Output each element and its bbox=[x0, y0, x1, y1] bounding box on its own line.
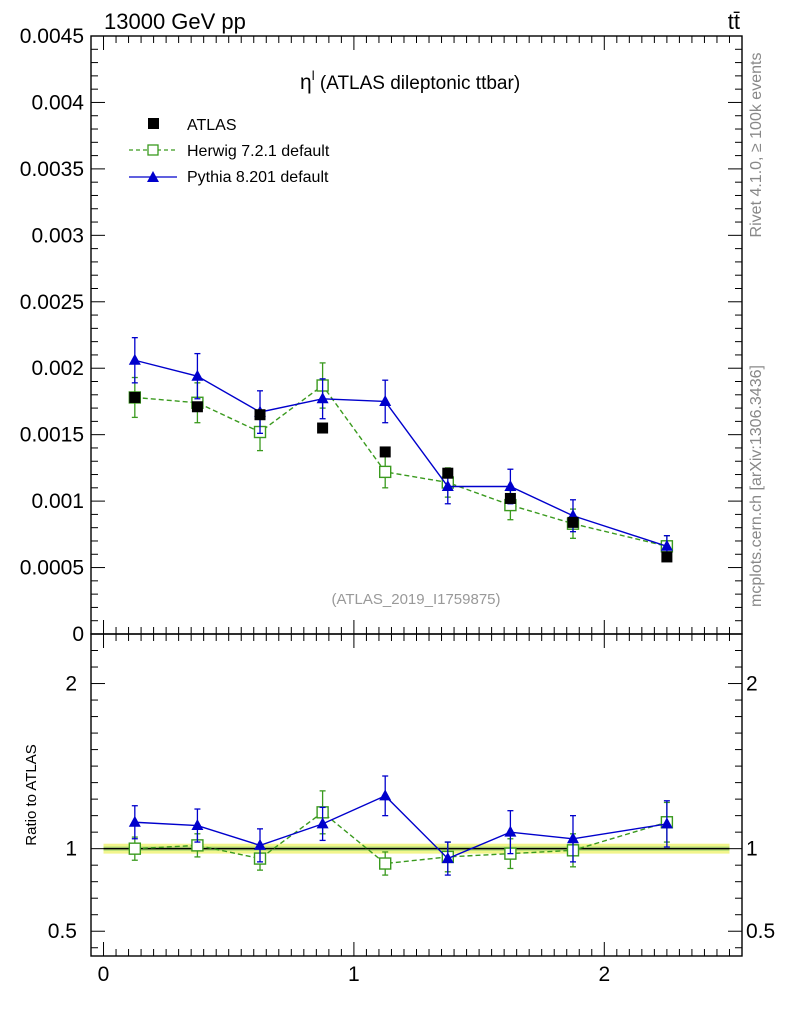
atlas-marker bbox=[379, 446, 391, 458]
y-tick-label: 0.0025 bbox=[20, 291, 84, 314]
legend: ATLAS Herwig 7.2.1 default Pythia 8.201 … bbox=[129, 117, 330, 186]
ratio-frame bbox=[90, 633, 743, 957]
atlas-marker bbox=[504, 492, 516, 504]
mcplots-url-label: mcplots.cern.ch [arXiv:1306.3436] bbox=[748, 365, 765, 607]
main-panel: 0 0.0005 0.001 0.0015 0.002 0.0025 0.003 0.0035… bbox=[20, 25, 743, 646]
x-tick-label: 2 bbox=[598, 963, 610, 986]
pythia-marker bbox=[316, 392, 329, 404]
pythia-ratio-marker bbox=[504, 825, 517, 837]
y-tick-label: 0.003 bbox=[31, 224, 84, 247]
atlas-marker bbox=[661, 551, 673, 563]
herwig-marker bbox=[379, 465, 392, 479]
pythia-ratio-marker bbox=[660, 817, 673, 829]
pythia-marker bbox=[504, 479, 517, 491]
herwig-ratio-line bbox=[134, 811, 668, 865]
title-superscript: l bbox=[312, 68, 315, 83]
title-text: (ATLAS dileptonic ttbar) bbox=[315, 73, 521, 94]
pythia-ratio-marker bbox=[441, 852, 454, 864]
legend-herwig-label: Herwig 7.2.1 default bbox=[187, 143, 330, 160]
y-tick-label: 0.0015 bbox=[20, 424, 84, 447]
legend-herwig-marker bbox=[147, 144, 159, 156]
rivet-version-label: Rivet 4.1.0, ≥ 100k events bbox=[748, 53, 765, 238]
atlas-marker bbox=[317, 422, 329, 434]
pythia-ratio-marker bbox=[566, 832, 579, 844]
pythia-ratio-marker bbox=[128, 815, 141, 827]
herwig-ratio-marker bbox=[379, 857, 392, 870]
pythia-line bbox=[134, 359, 668, 547]
y-tick-label: 0.0045 bbox=[20, 25, 84, 48]
header-process-label: tt̄ bbox=[728, 9, 740, 34]
ratio-y-tick-label: 1 bbox=[746, 838, 758, 861]
y-tick-label: 0.004 bbox=[31, 91, 84, 114]
y-tick-label: 0 bbox=[72, 623, 84, 646]
y-tick-label: 0.002 bbox=[31, 357, 84, 380]
pythia-marker bbox=[128, 353, 141, 365]
ratio-panel: 0 1 2 0.5 0.5 1 1 2 2 bbox=[48, 633, 775, 986]
legend-pythia-label: Pythia 8.201 default bbox=[187, 169, 329, 186]
pythia-ratio-marker bbox=[316, 817, 329, 829]
pythia-marker bbox=[379, 394, 392, 406]
legend-atlas-marker bbox=[148, 118, 159, 129]
atlas-marker bbox=[191, 401, 203, 413]
ratio-y-tick-label: 2 bbox=[65, 673, 77, 696]
header-energy-label: 13000 GeV pp bbox=[104, 9, 246, 34]
pythia-ratio-marker bbox=[254, 838, 267, 850]
atlas-marker bbox=[254, 409, 266, 421]
pythia-marker bbox=[660, 539, 673, 551]
atlas-marker bbox=[129, 391, 141, 403]
pythia-marker bbox=[191, 369, 204, 381]
herwig-line bbox=[134, 384, 668, 547]
atlas-marker bbox=[567, 516, 579, 528]
legend-pythia-marker bbox=[147, 171, 159, 182]
y-tick-label: 0.0035 bbox=[20, 158, 84, 181]
pythia-marker bbox=[441, 479, 454, 491]
title-symbol: η bbox=[300, 71, 312, 94]
ratio-y-axis-label: Ratio to ATLAS bbox=[23, 744, 40, 845]
ratio-y-tick-label: 0.5 bbox=[48, 920, 77, 943]
analysis-label: (ATLAS_2019_I1759875) bbox=[331, 591, 500, 608]
atlas-marker bbox=[442, 467, 454, 479]
y-tick-label: 0.001 bbox=[31, 490, 84, 513]
pythia-ratio-marker bbox=[379, 789, 392, 801]
ratio-y-tick-label: 2 bbox=[746, 673, 758, 696]
plot-title: ηl (ATLAS dileptonic ttbar) bbox=[300, 68, 520, 94]
legend-atlas-label: ATLAS bbox=[187, 117, 237, 134]
x-tick-label: 1 bbox=[348, 963, 360, 986]
ratio-y-tick-label: 0.5 bbox=[746, 920, 775, 943]
herwig-ratio-marker bbox=[128, 842, 142, 855]
x-tick-label: 0 bbox=[98, 963, 110, 986]
y-tick-label: 0.0005 bbox=[20, 557, 84, 580]
ratio-y-tick-label: 1 bbox=[65, 838, 77, 861]
pythia-ratio-marker bbox=[191, 819, 204, 831]
